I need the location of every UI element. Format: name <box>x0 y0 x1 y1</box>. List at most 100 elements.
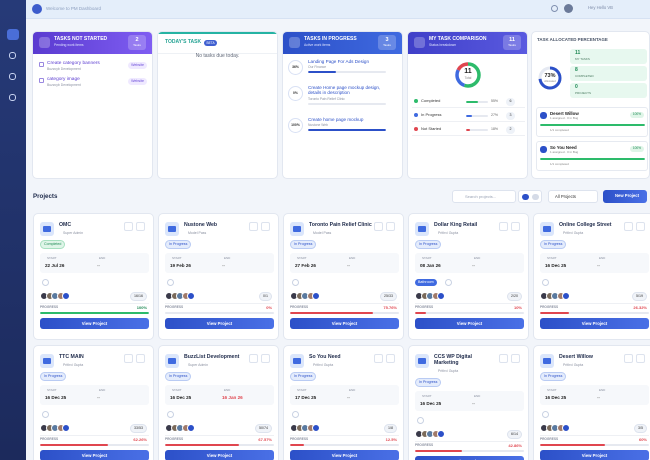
task-count: 50/74 <box>255 424 272 433</box>
card-header: TODAY'S TASK BETA <box>158 32 277 54</box>
link-icon[interactable] <box>167 411 174 418</box>
project-card[interactable]: CCS WP Digital Marketing Prithvi Gupta In … <box>408 345 529 460</box>
list-view[interactable] <box>532 194 539 200</box>
project-status: In Progress <box>415 240 442 249</box>
divider <box>540 303 649 304</box>
project-card[interactable]: Toronto Pain Relief Clinic Model Pass In P… <box>283 213 404 340</box>
project-card[interactable]: Online College Street Prithvi Gupta In Pro… <box>533 213 650 340</box>
view-project-button[interactable]: View Project <box>165 318 274 329</box>
star-button[interactable] <box>124 222 133 231</box>
task-bar <box>308 71 386 73</box>
progress-value: 62.26% <box>133 437 147 442</box>
progress-label: PROGRESS <box>165 437 184 441</box>
date-box: START 16 Dec 25 END 16 Jan 26 <box>165 385 274 405</box>
view-project-button[interactable]: View Project <box>415 318 524 329</box>
date-box: START 19 Feb 26 END -- <box>165 253 274 273</box>
nav-dashboard[interactable] <box>7 29 19 40</box>
star-button[interactable] <box>374 222 383 231</box>
menu-button[interactable] <box>386 222 395 231</box>
start-label: START <box>172 256 182 260</box>
end-date: -- <box>97 395 101 400</box>
header-title: TODAY'S TASK <box>165 39 202 45</box>
link-icon[interactable] <box>542 279 549 286</box>
end-label: END <box>599 256 606 260</box>
link-icon[interactable] <box>42 411 49 418</box>
donut-total-label: Total <box>464 76 472 80</box>
project-card[interactable]: BuzzList Development Super Admin In Progre… <box>158 345 279 460</box>
project-card[interactable]: Nustone Web Model Pass In Progress START 19 … <box>158 213 279 340</box>
project-card[interactable]: Dollar King Retail Prithvi Gupta In Progre… <box>408 213 529 340</box>
project-owner: Prithvi Gupta <box>63 362 84 367</box>
view-project-button[interactable]: View Project <box>290 450 399 460</box>
project-card[interactable]: Desert Willow Prithvi Gupta In Progress STA… <box>533 345 650 460</box>
divider <box>165 435 274 436</box>
status-row: Not Started 18% 2 <box>412 124 525 136</box>
star-button[interactable] <box>499 222 508 231</box>
menu-button[interactable] <box>261 222 270 231</box>
link-icon[interactable] <box>42 279 49 286</box>
task-comparison-card: MY TASK COMPARISON Status breakdown 11 Task… <box>407 31 528 179</box>
view-project-button[interactable]: View Project <box>290 318 399 329</box>
link-icon[interactable] <box>542 411 549 418</box>
star-button[interactable] <box>624 354 633 363</box>
menu-button[interactable] <box>386 354 395 363</box>
project-card[interactable]: TTC MAIN Prithvi Gupta In Progress START 16 … <box>33 345 154 460</box>
allocation-bar <box>540 158 645 160</box>
nav-calendar[interactable] <box>9 94 16 101</box>
menu-button[interactable] <box>136 222 145 231</box>
star-button[interactable] <box>249 354 258 363</box>
nav-home[interactable] <box>9 52 16 59</box>
avatars <box>409 430 469 438</box>
progress-value: 26.32% <box>633 305 647 310</box>
end-label: END <box>599 388 606 392</box>
grid-view[interactable] <box>522 194 529 200</box>
avatar[interactable] <box>564 4 573 13</box>
task-tag: Website <box>128 78 147 85</box>
project-card[interactable]: So You Need Prithvi Gupta In Progress START… <box>283 345 404 460</box>
header-icon <box>39 37 50 48</box>
link-icon[interactable] <box>292 279 299 286</box>
link-icon[interactable] <box>417 417 424 424</box>
view-project-label: View Project <box>206 452 233 458</box>
folder-icon <box>165 354 179 368</box>
header-icon <box>414 37 425 48</box>
task-project: Buzzcyb Development <box>47 82 81 87</box>
view-project-button[interactable]: View Project <box>540 450 649 460</box>
star-button[interactable] <box>624 222 633 231</box>
link-icon[interactable] <box>292 411 299 418</box>
view-project-button[interactable]: View Project <box>40 318 149 329</box>
search-box[interactable]: Search projects... <box>452 190 516 203</box>
percent-circle: 0% <box>288 86 303 101</box>
task-bar <box>308 129 386 131</box>
star-button[interactable] <box>249 222 258 231</box>
star-button[interactable] <box>124 354 133 363</box>
menu-button[interactable] <box>511 222 520 231</box>
view-project-button[interactable]: View Project <box>540 318 649 329</box>
folder-icon <box>290 354 304 368</box>
menu-button[interactable] <box>511 354 520 363</box>
progress-label: PROGRESS <box>540 305 559 309</box>
progress-bar <box>165 312 274 314</box>
link-icon[interactable] <box>167 279 174 286</box>
nav-projects[interactable] <box>9 73 16 80</box>
star-button[interactable] <box>374 354 383 363</box>
menu-button[interactable] <box>636 354 645 363</box>
view-project-button[interactable]: View Project <box>165 450 274 460</box>
menu-button[interactable] <box>261 354 270 363</box>
project-card[interactable]: OMC Super Admin Completed START 22 Jul 26 END… <box>33 213 154 340</box>
view-project-button[interactable]: View Project <box>40 450 149 460</box>
notifications[interactable] <box>551 5 558 12</box>
start-date: 16 Dec 25 <box>545 263 567 268</box>
menu-toggle[interactable] <box>32 4 42 14</box>
menu-button[interactable] <box>636 222 645 231</box>
percent-circle: 36% <box>288 60 303 75</box>
filter-dropdown[interactable]: All Projects <box>548 190 598 203</box>
new-project-button[interactable]: New Project <box>603 190 647 203</box>
folder <box>543 226 551 232</box>
progress-label: PROGRESS <box>290 437 309 441</box>
link-icon[interactable] <box>445 279 452 286</box>
star-button[interactable] <box>499 354 508 363</box>
view-project-button[interactable]: View Project <box>415 456 524 460</box>
end-label: END <box>474 256 481 260</box>
menu-button[interactable] <box>136 354 145 363</box>
